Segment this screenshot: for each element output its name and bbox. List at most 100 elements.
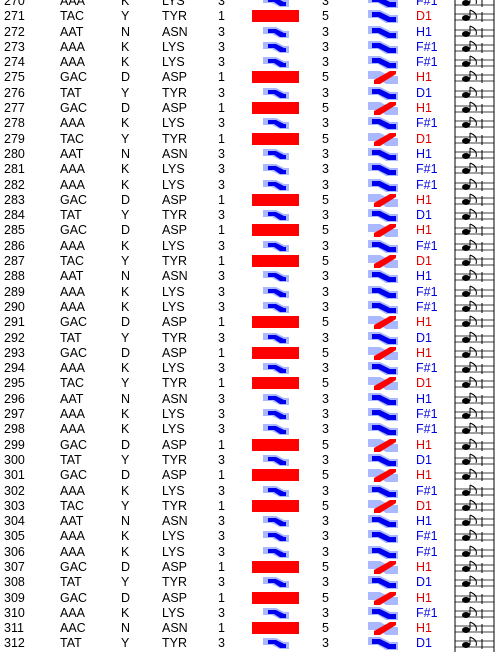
class-value-2: 3 (322, 422, 329, 437)
red-helix-bar (252, 224, 299, 237)
amino-acid-letter: Y (121, 452, 130, 467)
red-twist-glyph (368, 316, 398, 330)
class-value: 3 (218, 605, 225, 620)
amino-acid-letter: K (121, 284, 130, 299)
amino-acid-letter: K (121, 483, 130, 498)
amino-acid-letter: N (121, 146, 131, 161)
amino-acid-code: ASN (162, 391, 188, 406)
blue-strand-bar (263, 531, 289, 543)
staff-note-glyph (454, 101, 495, 118)
table-row: 300 TAT Y TYR 3 3 D1 (0, 452, 498, 469)
class-value-2: 3 (322, 361, 329, 376)
staff-cell (452, 269, 498, 286)
blue-twist-glyph (368, 25, 398, 39)
amino-acid-letter: K (121, 0, 130, 8)
residue-number: 296 (4, 391, 25, 406)
blue-strand-bar (263, 638, 289, 650)
codon: AAC (60, 621, 86, 636)
blue-strand-bar (263, 240, 289, 252)
table-row: 295 TAC Y TYR 1 5 D1 (0, 376, 498, 393)
blue-twist-glyph (368, 637, 398, 651)
codon: TAT (60, 208, 82, 223)
amino-acid-code: TYR (162, 636, 187, 651)
table-row: 309 GAC D ASP 1 5 H1 (0, 590, 498, 607)
note-name: D1 (416, 254, 432, 269)
residue-number: 303 (4, 498, 25, 513)
red-twist-glyph (368, 438, 398, 452)
codon: AAA (60, 55, 86, 70)
twist-glyph (366, 560, 400, 575)
note-name: F#1 (416, 177, 438, 192)
table-row: 293 GAC D ASP 1 5 H1 (0, 345, 498, 362)
amino-acid-code: ASP (162, 70, 188, 85)
staff-cell (452, 376, 498, 393)
class-value-2: 3 (322, 177, 329, 192)
codon: TAC (60, 9, 85, 24)
structure-bar (250, 25, 300, 40)
class-value-2: 5 (322, 131, 329, 146)
amino-acid-letter: K (121, 407, 130, 422)
note-name: D1 (416, 208, 432, 223)
codon: TAT (60, 575, 82, 590)
codon: GAC (60, 437, 88, 452)
blue-twist-glyph (368, 178, 398, 192)
note-name: H1 (416, 559, 432, 574)
blue-strand-bar (263, 546, 289, 558)
class-value-2: 3 (322, 299, 329, 314)
codon: AAA (60, 361, 86, 376)
twist-glyph (366, 208, 400, 223)
blue-twist-glyph (368, 300, 398, 314)
class-value: 3 (218, 146, 225, 161)
staff-note-glyph (454, 55, 495, 72)
residue-number: 279 (4, 131, 25, 146)
class-value-2: 5 (322, 101, 329, 116)
residue-number: 283 (4, 192, 25, 207)
class-value-2: 3 (322, 85, 329, 100)
staff-note-glyph (454, 330, 495, 347)
class-value-2: 5 (322, 498, 329, 513)
twist-glyph (366, 468, 400, 483)
note-name: F#1 (416, 422, 438, 437)
codon: TAC (60, 131, 85, 146)
note-name: D1 (416, 498, 432, 513)
staff-note-glyph (454, 361, 495, 378)
structure-bar (250, 361, 300, 376)
amino-acid-code: ASP (162, 468, 188, 483)
red-helix-bar (252, 469, 299, 482)
staff-cell (452, 361, 498, 378)
red-twist-glyph (368, 377, 398, 391)
class-value-2: 3 (322, 544, 329, 559)
amino-acid-letter: Y (121, 208, 130, 223)
residue-number: 288 (4, 269, 25, 284)
amino-acid-letter: Y (121, 254, 130, 269)
note-name: H1 (416, 315, 432, 330)
class-value: 1 (218, 192, 225, 207)
amino-acid-code: LYS (162, 605, 185, 620)
residue-number: 298 (4, 422, 25, 437)
amino-acid-code: LYS (162, 483, 185, 498)
staff-note-glyph (454, 559, 495, 576)
blue-twist-glyph (368, 86, 398, 100)
structure-bar (250, 40, 300, 55)
twist-glyph (366, 285, 400, 300)
note-name: D1 (416, 85, 432, 100)
twist-glyph (366, 162, 400, 177)
class-value: 1 (218, 315, 225, 330)
staff-note-glyph (454, 407, 495, 424)
structure-bar (250, 392, 300, 407)
table-row: 282 AAA K LYS 3 3 F#1 (0, 177, 498, 194)
staff-note-glyph (454, 575, 495, 592)
structure-bar (250, 407, 300, 422)
note-name: H1 (416, 269, 432, 284)
twist-glyph (366, 239, 400, 254)
class-value: 1 (218, 345, 225, 360)
note-name: F#1 (416, 284, 438, 299)
blue-strand-bar (263, 516, 289, 528)
amino-acid-letter: K (121, 177, 130, 192)
structure-bar (250, 193, 300, 208)
structure-bar (250, 346, 300, 361)
class-value: 3 (218, 636, 225, 651)
residue-number: 307 (4, 559, 25, 574)
note-name: H1 (416, 514, 432, 529)
